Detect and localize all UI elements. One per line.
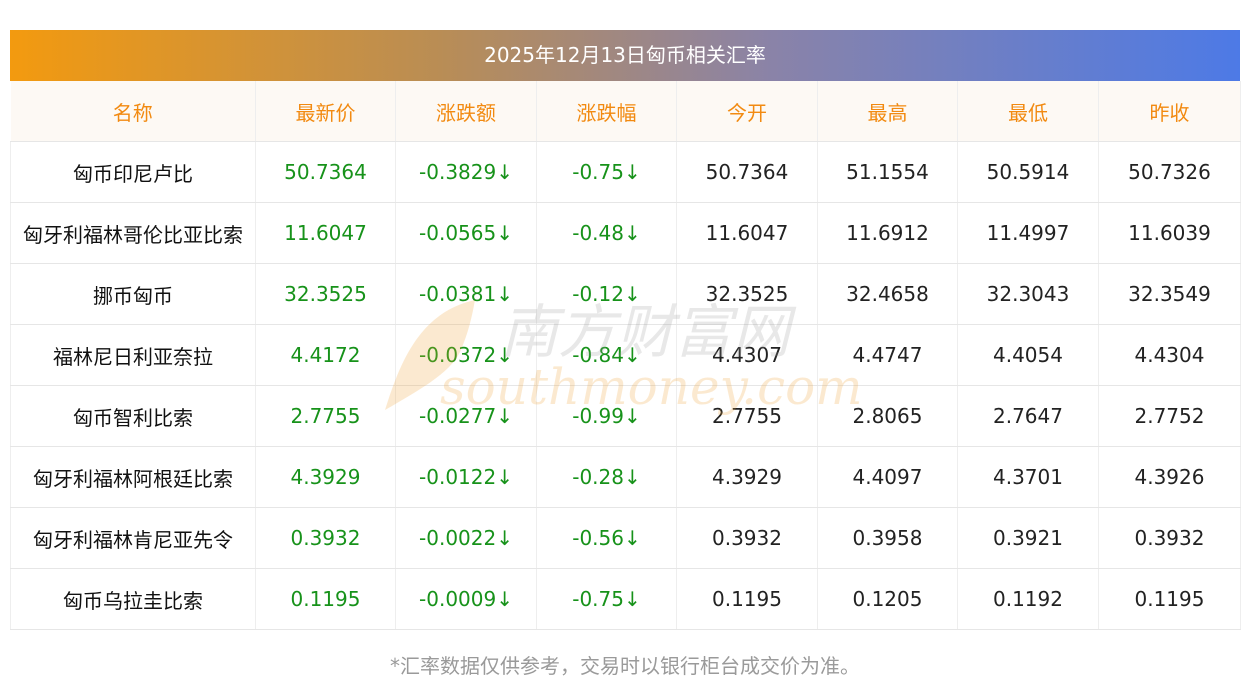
change-amount: -0.0022↓: [395, 507, 537, 569]
header-latest: 最新价: [255, 81, 396, 142]
currency-pair-name: 匈牙利福林阿根廷比索: [10, 446, 256, 508]
prev-close: 4.3926: [1098, 446, 1241, 508]
low-price: 50.5914: [957, 141, 1099, 203]
change-amount: -0.0372↓: [395, 324, 537, 386]
high-price: 4.4747: [817, 324, 958, 386]
table-row: 匈牙利福林阿根廷比索 4.3929 -0.0122↓ -0.28↓ 4.3929…: [10, 446, 1241, 508]
high-price: 2.8065: [817, 385, 958, 447]
prev-close: 11.6039: [1098, 202, 1241, 264]
latest-price: 50.7364: [255, 141, 396, 203]
low-price: 32.3043: [957, 263, 1099, 325]
currency-pair-name: 福林尼日利亚奈拉: [10, 324, 256, 386]
table-row: 挪币匈币 32.3525 -0.0381↓ -0.12↓ 32.3525 32.…: [10, 263, 1241, 325]
low-price: 4.3701: [957, 446, 1099, 508]
open-price: 4.3929: [676, 446, 818, 508]
open-price: 2.7755: [676, 385, 818, 447]
change-percent: -0.12↓: [536, 263, 677, 325]
low-price: 0.3921: [957, 507, 1099, 569]
change-percent: -0.75↓: [536, 141, 677, 203]
table-row: 福林尼日利亚奈拉 4.4172 -0.0372↓ -0.84↓ 4.4307 4…: [10, 324, 1241, 386]
change-amount: -0.3829↓: [395, 141, 537, 203]
low-price: 4.4054: [957, 324, 1099, 386]
change-amount: -0.0277↓: [395, 385, 537, 447]
change-amount: -0.0565↓: [395, 202, 537, 264]
latest-price: 2.7755: [255, 385, 396, 447]
low-price: 2.7647: [957, 385, 1099, 447]
header-pct: 涨跌幅: [536, 81, 677, 142]
header-open: 今开: [676, 81, 818, 142]
open-price: 11.6047: [676, 202, 818, 264]
header-change: 涨跌额: [395, 81, 537, 142]
high-price: 32.4658: [817, 263, 958, 325]
table-row: 匈牙利福林哥伦比亚比索 11.6047 -0.0565↓ -0.48↓ 11.6…: [10, 202, 1241, 264]
table-row: 匈币乌拉圭比索 0.1195 -0.0009↓ -0.75↓ 0.1195 0.…: [10, 568, 1241, 630]
latest-price: 4.3929: [255, 446, 396, 508]
currency-pair-name: 匈币乌拉圭比索: [10, 568, 256, 630]
currency-pair-name: 匈牙利福林肯尼亚先令: [10, 507, 256, 569]
change-percent: -0.84↓: [536, 324, 677, 386]
open-price: 50.7364: [676, 141, 818, 203]
change-amount: -0.0009↓: [395, 568, 537, 630]
change-amount: -0.0381↓: [395, 263, 537, 325]
open-price: 4.4307: [676, 324, 818, 386]
currency-pair-name: 匈币智利比索: [10, 385, 256, 447]
rate-table-panel: 2025年12月13日匈币相关汇率 名称 最新价 涨跌额 涨跌幅 今开 最高 最…: [10, 30, 1241, 630]
low-price: 11.4997: [957, 202, 1099, 264]
change-percent: -0.28↓: [536, 446, 677, 508]
change-percent: -0.48↓: [536, 202, 677, 264]
open-price: 32.3525: [676, 263, 818, 325]
header-name: 名称: [10, 81, 256, 142]
table-row: 匈牙利福林肯尼亚先令 0.3932 -0.0022↓ -0.56↓ 0.3932…: [10, 507, 1241, 569]
high-price: 51.1554: [817, 141, 958, 203]
rate-table: 名称 最新价 涨跌额 涨跌幅 今开 最高 最低 昨收 匈币印尼卢比 50.736…: [10, 81, 1241, 630]
currency-pair-name: 匈币印尼卢比: [10, 141, 256, 203]
table-title: 2025年12月13日匈币相关汇率: [10, 30, 1240, 81]
prev-close: 0.1195: [1098, 568, 1241, 630]
low-price: 0.1192: [957, 568, 1099, 630]
change-amount: -0.0122↓: [395, 446, 537, 508]
high-price: 0.1205: [817, 568, 958, 630]
change-percent: -0.75↓: [536, 568, 677, 630]
change-percent: -0.56↓: [536, 507, 677, 569]
prev-close: 4.4304: [1098, 324, 1241, 386]
prev-close: 50.7326: [1098, 141, 1241, 203]
latest-price: 32.3525: [255, 263, 396, 325]
prev-close: 0.3932: [1098, 507, 1241, 569]
disclaimer-footer: *汇率数据仅供参考，交易时以银行柜台成交价为准。: [390, 654, 860, 678]
header-high: 最高: [817, 81, 958, 142]
table-row: 匈币印尼卢比 50.7364 -0.3829↓ -0.75↓ 50.7364 5…: [10, 141, 1241, 203]
change-percent: -0.99↓: [536, 385, 677, 447]
high-price: 4.4097: [817, 446, 958, 508]
high-price: 0.3958: [817, 507, 958, 569]
open-price: 0.1195: [676, 568, 818, 630]
latest-price: 4.4172: [255, 324, 396, 386]
currency-pair-name: 挪币匈币: [10, 263, 256, 325]
header-prev: 昨收: [1098, 81, 1241, 142]
prev-close: 2.7752: [1098, 385, 1241, 447]
table-row: 匈币智利比索 2.7755 -0.0277↓ -0.99↓ 2.7755 2.8…: [10, 385, 1241, 447]
currency-pair-name: 匈牙利福林哥伦比亚比索: [10, 202, 256, 264]
latest-price: 0.1195: [255, 568, 396, 630]
latest-price: 0.3932: [255, 507, 396, 569]
prev-close: 32.3549: [1098, 263, 1241, 325]
latest-price: 11.6047: [255, 202, 396, 264]
open-price: 0.3932: [676, 507, 818, 569]
header-low: 最低: [957, 81, 1099, 142]
header-row: 名称 最新价 涨跌额 涨跌幅 今开 最高 最低 昨收: [10, 81, 1241, 142]
high-price: 11.6912: [817, 202, 958, 264]
